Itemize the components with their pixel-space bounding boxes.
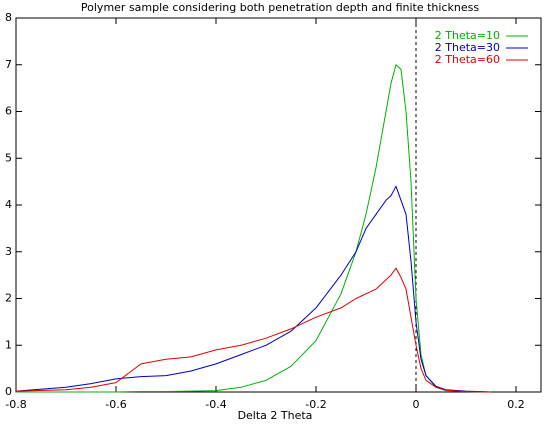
series-line — [15, 185, 492, 393]
x-tick-label: -0.8 — [5, 398, 26, 411]
series-line — [16, 64, 492, 393]
legend-label: 2 Theta=60 — [435, 53, 500, 66]
x-tick-label: -0.6 — [105, 398, 126, 411]
x-axis-label: Delta 2 Theta — [238, 409, 313, 422]
y-tick-label: 6 — [5, 105, 12, 118]
y-tick-label: 7 — [5, 58, 12, 71]
x-tick-label: -0.4 — [205, 398, 226, 411]
y-tick-label: 2 — [5, 292, 12, 305]
y-tick-label: 8 — [5, 11, 12, 24]
y-tick-label: 4 — [5, 198, 12, 211]
y-tick-label: 1 — [5, 338, 12, 351]
legend-label: 2 Theta=10 — [435, 29, 500, 42]
y-tick-label: 3 — [5, 245, 12, 258]
x-tick-label: -0.2 — [305, 398, 326, 411]
y-tick-label: 5 — [5, 151, 12, 164]
chart-title: Polymer sample considering both penetrat… — [81, 1, 479, 14]
y-tick-label: 0 — [5, 385, 12, 398]
legend-label: 2 Theta=30 — [435, 41, 500, 54]
series-line — [15, 267, 492, 393]
plot-frame — [15, 17, 542, 393]
x-tick-label: 0 — [413, 398, 420, 411]
x-tick-label: 0.2 — [507, 398, 525, 411]
